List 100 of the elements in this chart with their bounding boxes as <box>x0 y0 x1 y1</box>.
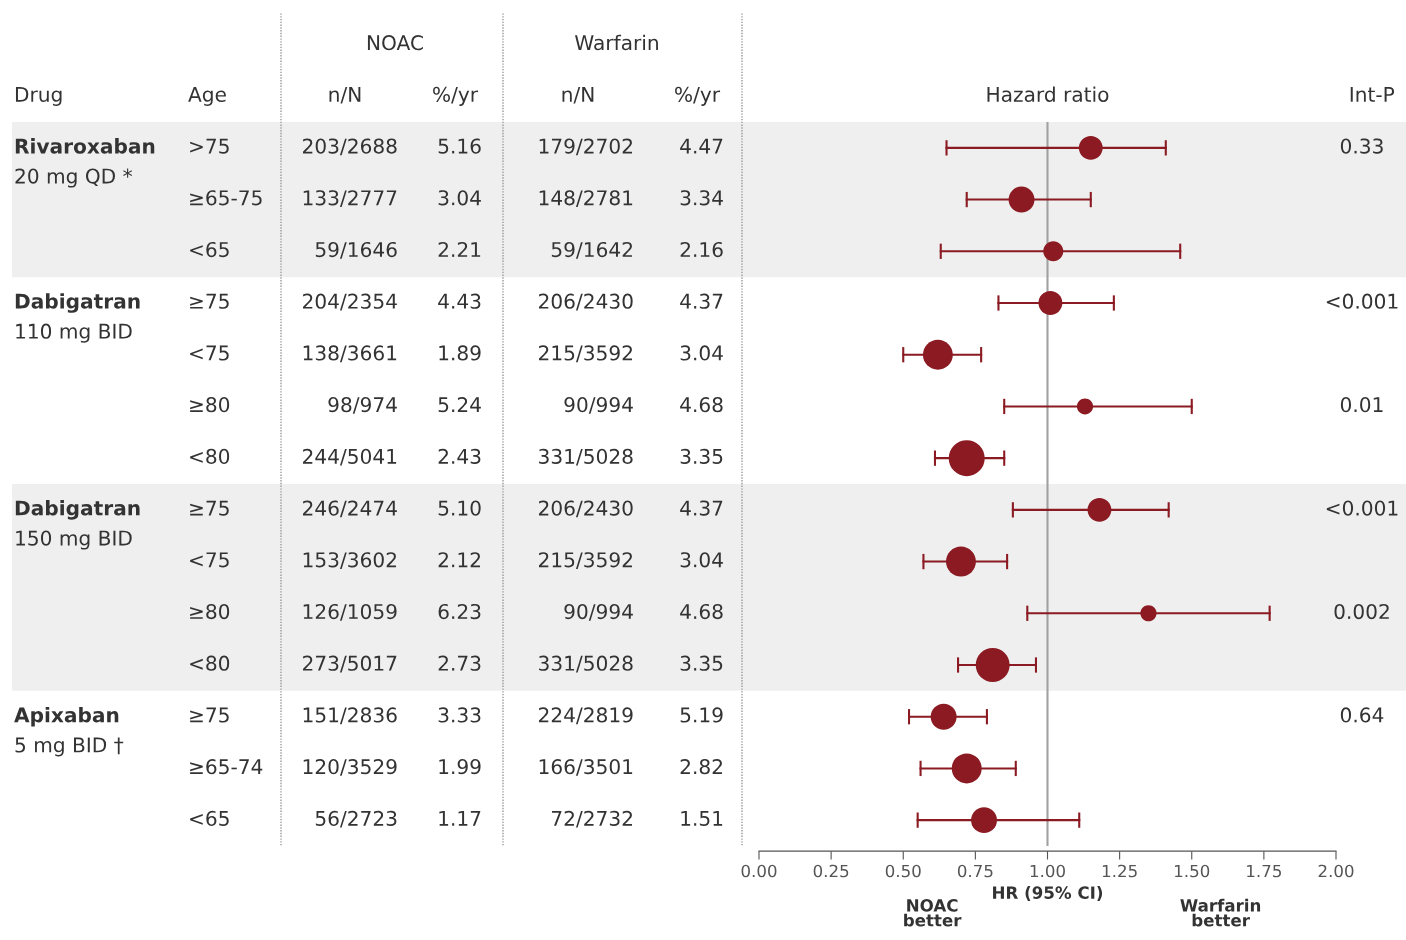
text: 5.24 <box>438 397 481 413</box>
text: <65 <box>190 810 229 826</box>
category-label: %/yr <box>433 86 479 106</box>
text: 151/2836 <box>303 707 397 725</box>
x-tick-label: 1.25 <box>1102 864 1137 878</box>
text: 3.04 <box>438 190 481 206</box>
text: 1.51 <box>681 811 723 826</box>
text: ≥75 <box>190 293 229 309</box>
text: 1.89 <box>439 345 481 361</box>
text: 3.35 <box>680 655 723 671</box>
text: 2.73 <box>438 655 481 671</box>
text: <75 <box>190 345 229 361</box>
text: 138/3661 <box>303 345 397 363</box>
chart-title: Hazard ratio <box>987 86 1109 102</box>
text: 6.23 <box>438 603 481 620</box>
text: 2.16 <box>680 241 723 258</box>
text: 3.33 <box>438 707 481 723</box>
text: 90/994 <box>564 397 633 414</box>
y2-tick-label: 0.002 <box>1334 603 1389 620</box>
x-tick-label: 0.50 <box>885 864 921 878</box>
x-tick-label: 0.00 <box>741 864 777 878</box>
text: Rivaroxaban 20 mg QD * <box>15 138 155 188</box>
text: 4.37 <box>680 293 723 309</box>
y2-tick-label: 0.64 <box>1340 707 1384 723</box>
x-axis-title: HR (95% CI) <box>993 886 1103 901</box>
text: <65 <box>190 241 229 258</box>
text: 331/5028 <box>539 655 633 673</box>
text: 5.16 <box>438 138 481 154</box>
text: 179/2702 <box>539 138 632 156</box>
x-tick-label: 1.75 <box>1247 864 1281 878</box>
text: <75 <box>190 552 229 568</box>
category-label: Drug <box>15 87 62 106</box>
category-label: n/N <box>562 87 594 104</box>
text: 206/2430 <box>539 293 633 311</box>
text: 2.43 <box>438 448 481 464</box>
category-label: n/N <box>329 87 361 104</box>
text: Dabigatran 150 mg BID <box>15 500 140 550</box>
text: 3.35 <box>680 448 723 464</box>
text: 59/1642 <box>551 241 632 259</box>
y2-tick-label: <0.001 <box>1326 293 1398 309</box>
text: 56/2723 <box>315 810 397 828</box>
text: NOAC <box>367 35 423 51</box>
text: 126/1059 <box>303 603 397 621</box>
x-tick-label: 0.75 <box>957 864 993 878</box>
text: 4.37 <box>680 500 723 516</box>
text: 206/2430 <box>539 500 633 518</box>
text: 148/2781 <box>539 190 633 207</box>
text: 3.04 <box>680 552 723 568</box>
text: 3.34 <box>680 190 723 206</box>
text: 4.47 <box>680 138 723 154</box>
text: 4.68 <box>680 397 723 413</box>
text: Warfarin <box>575 34 658 51</box>
y2-tick-label: <0.001 <box>1326 500 1398 516</box>
x-tick-label: 2.00 <box>1318 864 1354 878</box>
text: 90/994 <box>564 603 633 621</box>
text: Dabigatran 110 mg BID <box>15 293 140 343</box>
text: 5.10 <box>438 500 481 516</box>
text: Apixaban 5 mg BID † <box>14 706 124 757</box>
text: 5.19 <box>680 707 723 723</box>
text: 273/5017 <box>303 655 397 673</box>
text: ≥80 <box>190 397 230 413</box>
text: ≥75 <box>190 707 229 723</box>
text: 166/3501 <box>539 759 633 776</box>
text: 3.04 <box>680 345 723 361</box>
category-label: Age <box>188 87 226 106</box>
text: 203/2688 <box>303 138 397 156</box>
text: 72/2732 <box>551 810 632 828</box>
text: 4.43 <box>438 293 481 309</box>
x-tick-label: 1.00 <box>1030 864 1065 878</box>
text: 1.17 <box>439 811 481 826</box>
text: <80 <box>190 655 230 671</box>
text: 2.21 <box>438 241 481 257</box>
text: 133/2777 <box>303 190 397 207</box>
text: 204/2354 <box>303 293 397 311</box>
text: 59/1646 <box>315 241 397 259</box>
x-tick-label: 0.25 <box>813 864 849 878</box>
text: <80 <box>190 448 230 464</box>
y2-tick-label: 0.01 <box>1340 397 1383 413</box>
text: 98/974 <box>328 397 397 414</box>
text: 244/5041 <box>303 448 397 466</box>
text: NOAC better <box>904 899 962 927</box>
text: 224/2819 <box>539 707 633 725</box>
text: Warfarin better <box>1180 898 1261 927</box>
text: 215/3592 <box>539 552 632 569</box>
text: ≥65-74 <box>190 759 263 775</box>
category-label: %/yr <box>675 86 721 106</box>
text: 120/3529 <box>303 759 397 776</box>
text: 331/5028 <box>539 448 633 466</box>
text: ≥80 <box>190 603 230 620</box>
text: 4.68 <box>680 603 723 620</box>
text: 215/3592 <box>539 345 632 363</box>
text: 2.12 <box>438 552 480 568</box>
text: 246/2474 <box>303 500 397 518</box>
text: 1.99 <box>439 759 481 775</box>
text: 2.82 <box>680 759 722 775</box>
text: ≥75 <box>190 500 229 516</box>
y2-axis-title: Int-P <box>1350 87 1395 102</box>
text: ≥65-75 <box>190 190 262 206</box>
x-tick-label: 1.50 <box>1175 864 1210 878</box>
text: >75 <box>190 138 229 154</box>
